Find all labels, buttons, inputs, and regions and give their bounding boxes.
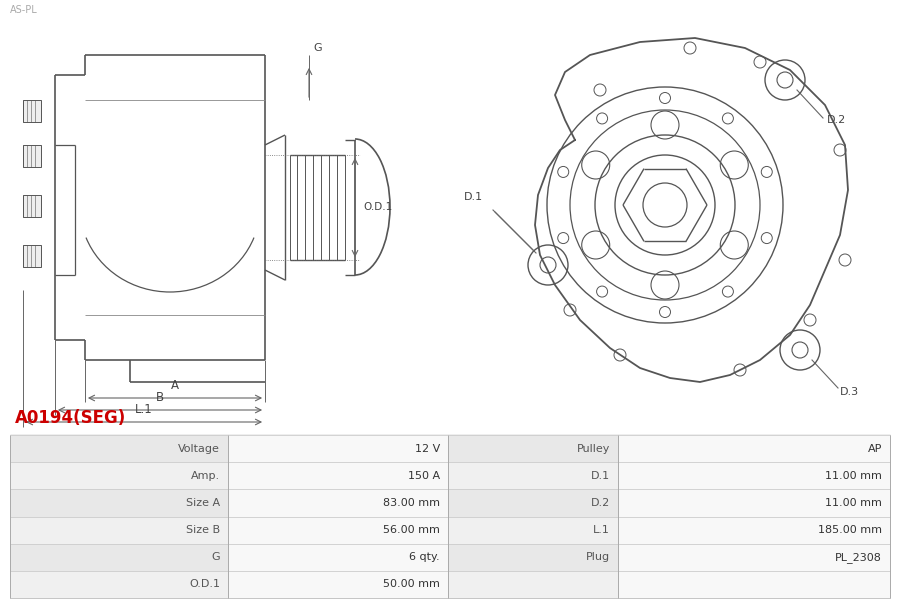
Text: 11.00 mm: 11.00 mm (825, 471, 882, 481)
Bar (23, 195, 41, 217)
Bar (618, 435, 890, 462)
Text: AS-PL: AS-PL (10, 5, 38, 15)
Text: 6 qty.: 6 qty. (410, 552, 440, 562)
Bar (10, 462, 228, 489)
Text: G: G (212, 552, 220, 562)
Bar (228, 571, 448, 598)
Text: 11.00 mm: 11.00 mm (825, 498, 882, 508)
Bar (23, 145, 41, 167)
Bar (618, 517, 890, 544)
Bar (23, 100, 41, 122)
Text: D.3: D.3 (840, 387, 860, 397)
Bar (618, 462, 890, 489)
Text: O.D.1: O.D.1 (363, 202, 392, 212)
Bar (10, 489, 228, 517)
Text: Plug: Plug (586, 552, 610, 562)
Bar (618, 571, 890, 598)
Text: D.2: D.2 (590, 498, 610, 508)
Text: 50.00 mm: 50.00 mm (383, 579, 440, 589)
Text: D.1: D.1 (464, 192, 482, 202)
Bar (448, 462, 618, 489)
Text: 185.00 mm: 185.00 mm (818, 525, 882, 535)
Bar (448, 571, 618, 598)
Text: O.D.1: O.D.1 (189, 579, 220, 589)
Bar (10, 517, 228, 544)
Text: 56.00 mm: 56.00 mm (383, 525, 440, 535)
Text: L.1: L.1 (135, 403, 153, 416)
Text: 83.00 mm: 83.00 mm (383, 498, 440, 508)
Bar (10, 435, 228, 462)
Bar (618, 544, 890, 571)
Text: Size B: Size B (186, 525, 220, 535)
Text: A0194(SEG): A0194(SEG) (15, 409, 126, 427)
Text: D.1: D.1 (591, 471, 610, 481)
Bar (228, 489, 448, 517)
Text: 12 V: 12 V (415, 444, 440, 453)
Text: A: A (171, 379, 179, 392)
Bar (228, 462, 448, 489)
Bar (10, 571, 228, 598)
Bar (448, 489, 618, 517)
Text: L.1: L.1 (593, 525, 610, 535)
Bar (228, 435, 448, 462)
Text: 150 A: 150 A (408, 471, 440, 481)
Bar (448, 517, 618, 544)
Text: Size A: Size A (186, 498, 220, 508)
Text: Voltage: Voltage (178, 444, 220, 453)
Bar (23, 245, 41, 267)
Text: PL_2308: PL_2308 (835, 552, 882, 563)
Bar (228, 544, 448, 571)
Text: Pulley: Pulley (577, 444, 610, 453)
Bar (618, 489, 890, 517)
Bar (10, 544, 228, 571)
Bar (448, 435, 618, 462)
Bar (448, 544, 618, 571)
Bar (228, 517, 448, 544)
Text: B: B (156, 391, 164, 404)
Text: D.2: D.2 (827, 115, 846, 125)
Text: G: G (313, 43, 321, 53)
Text: AP: AP (868, 444, 882, 453)
Text: Amp.: Amp. (191, 471, 220, 481)
